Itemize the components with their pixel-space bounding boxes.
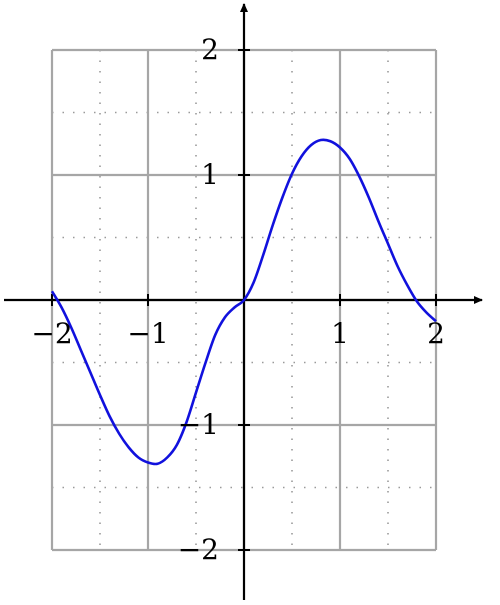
minor-grid [52,50,436,550]
series-line [50,138,437,466]
y-tick-label: 2 [201,33,219,66]
x-tick-label: 1 [331,317,349,350]
x-tick-label: −1 [127,317,168,350]
y-tick-label: 1 [201,158,219,191]
tick-labels: −2 −1 1 2 −2 −1 1 2 [31,33,445,566]
x-tick-label: 2 [427,317,445,350]
axis-ticks [51,49,437,551]
x-tick-label: −2 [31,317,72,350]
y-tick-label: −2 [178,533,219,566]
y-tick-label: −1 [178,408,219,441]
